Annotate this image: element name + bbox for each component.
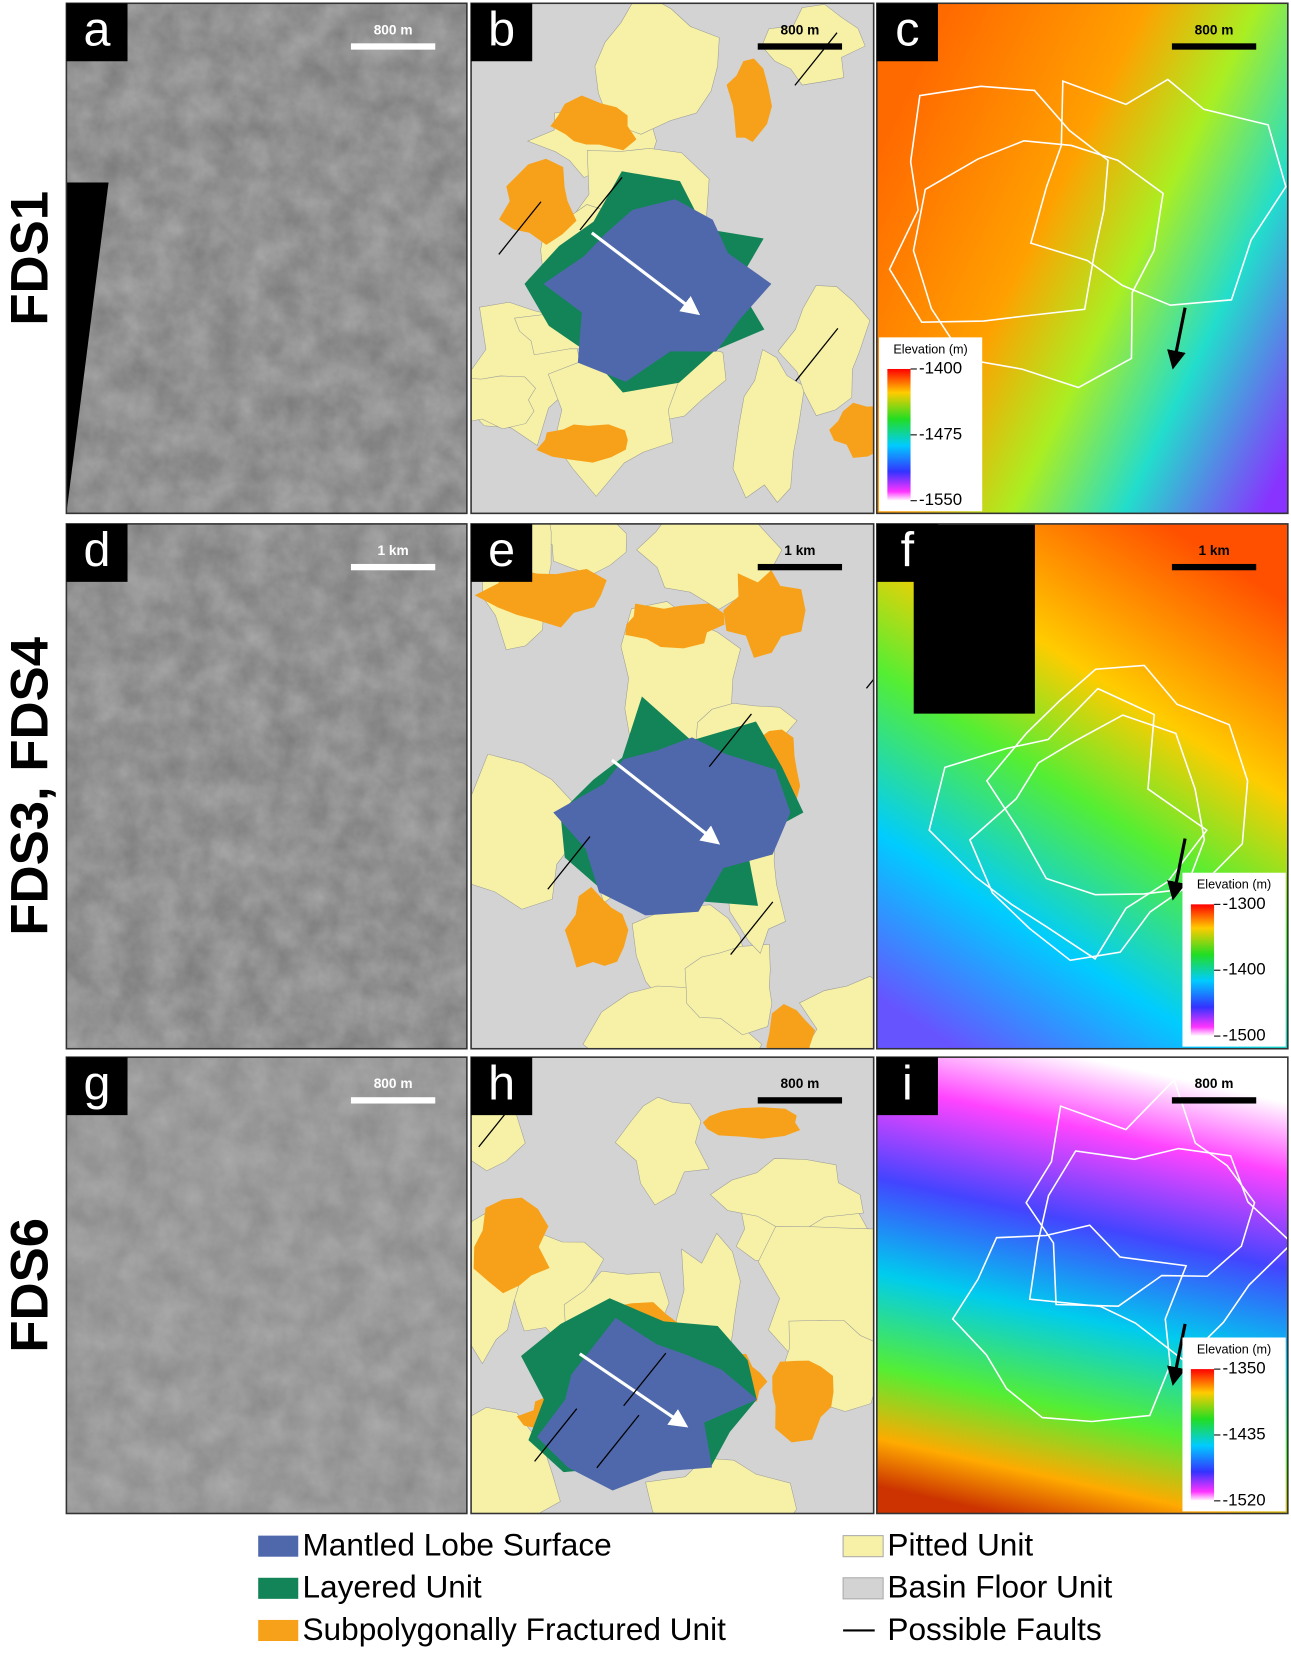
panel-letter: h — [488, 1056, 515, 1110]
image-texture — [66, 524, 466, 1049]
scale-label: 800 m — [374, 22, 413, 37]
colorbar-tick-label: -1500 — [1222, 1026, 1265, 1045]
panel-letter: c — [895, 3, 919, 57]
colorbar-tick-label: -1435 — [1222, 1424, 1265, 1443]
colorbar — [1191, 904, 1214, 1036]
figure: FDS1 a 800 m b 800 m c 800 m Elevation (m) -1400… — [0, 0, 1291, 1658]
panel-letter: b — [488, 3, 515, 57]
row-label: FDS3, FDS4 — [1, 636, 60, 935]
colorbar — [1191, 1369, 1214, 1501]
legend-label: Possible Faults — [887, 1611, 1101, 1647]
colorbar-tick-label: -1475 — [919, 424, 962, 443]
scale-bar — [758, 564, 842, 570]
panel: c 800 m Elevation (m) -1400 -1475 -1550 — [877, 3, 1288, 514]
panel-letter: f — [901, 523, 915, 577]
colorbar-tick-label: -1350 — [1222, 1359, 1265, 1378]
page: {"rows": [ {"label": "FDS1", "panels": [… — [0, 0, 1291, 1658]
scale-label: 800 m — [780, 1076, 819, 1091]
panel-content — [66, 524, 466, 1049]
colorbar-tick-label: -1550 — [919, 490, 962, 509]
legend-swatch — [258, 1620, 298, 1641]
scale-bar — [1172, 1097, 1256, 1103]
legend-swatch — [258, 1578, 298, 1599]
scale-label: 1 km — [1198, 543, 1229, 558]
panel: b 800 m — [442, 0, 892, 513]
legend-swatch — [843, 1578, 883, 1599]
panel: i 800 m Elevation (m) -1350 -1435 -1520 — [877, 1056, 1291, 1513]
scale-label: 800 m — [1195, 1076, 1234, 1091]
scale-label: 800 m — [1195, 22, 1234, 37]
colorbar-tick-label: -1400 — [1222, 960, 1265, 979]
image-texture — [66, 1057, 466, 1513]
scale-bar — [351, 564, 435, 570]
panel-letter: a — [83, 3, 110, 57]
panel-letter: g — [83, 1056, 110, 1110]
scale-bar — [351, 1097, 435, 1103]
scale-bar — [1172, 43, 1256, 49]
panel-content — [66, 1057, 466, 1513]
legend-swatch — [843, 1536, 883, 1557]
legend-label: Pitted Unit — [887, 1527, 1033, 1563]
scale-label: 1 km — [784, 543, 815, 558]
legend-label: Basin Floor Unit — [887, 1569, 1112, 1605]
panel: a 800 m — [66, 3, 466, 514]
legend-swatch — [258, 1536, 298, 1557]
panel-letter: e — [488, 523, 515, 577]
scale-label: 800 m — [374, 1076, 413, 1091]
panel-letter: d — [83, 523, 110, 577]
colorbar-tick-label: -1400 — [919, 358, 962, 377]
panel-letter: i — [902, 1056, 913, 1110]
panel: d 1 km — [66, 523, 466, 1049]
scale-bar — [351, 43, 435, 49]
legend-label: Mantled Lobe Surface — [302, 1527, 611, 1563]
scale-bar — [758, 1097, 842, 1103]
panel: h 800 m — [421, 1054, 901, 1568]
panel-content — [421, 1054, 901, 1568]
row-label: FDS1 — [1, 191, 60, 326]
panel-content — [442, 0, 892, 513]
colorbar-title: Elevation (m) — [1197, 1342, 1271, 1356]
panel: f 1 km Elevation (m) -1300 -1400 -1500 — [877, 523, 1288, 1049]
panel-content — [66, 3, 466, 513]
scale-bar — [758, 43, 842, 49]
scale-label: 800 m — [780, 22, 819, 37]
panel: e 1 km — [426, 479, 909, 1126]
scale-bar — [1172, 564, 1256, 570]
colorbar-title: Elevation (m) — [893, 342, 967, 356]
row-label: FDS6 — [1, 1218, 60, 1353]
image-texture — [66, 3, 466, 513]
legend-label: Layered Unit — [302, 1569, 481, 1605]
colorbar-tick-label: -1300 — [1222, 894, 1265, 913]
legend-label: Subpolygonally Fractured Unit — [302, 1611, 726, 1647]
colorbar — [887, 369, 910, 501]
scale-label: 1 km — [377, 543, 408, 558]
panel: g 800 m — [66, 1056, 466, 1513]
colorbar-title: Elevation (m) — [1197, 878, 1271, 892]
colorbar-tick-label: -1520 — [1222, 1490, 1265, 1509]
